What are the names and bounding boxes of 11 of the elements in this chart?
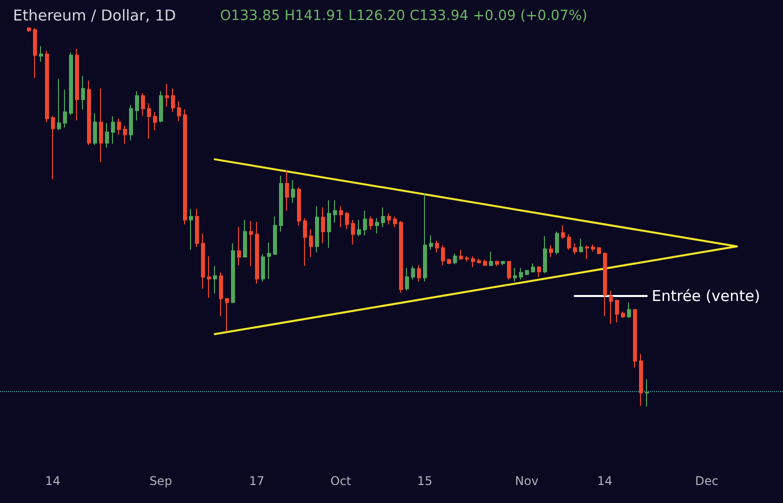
x-tick-label: Nov <box>515 474 538 488</box>
chart-title: Ethereum / Dollar, 1D <box>13 6 176 24</box>
x-tick-label: Sep <box>149 474 172 488</box>
series-label: Entrée (vente) <box>652 286 760 305</box>
x-tick-label: 14 <box>45 474 60 488</box>
x-tick-label: 15 <box>417 474 432 488</box>
x-tick-label: 14 <box>597 474 612 488</box>
x-tick-label: Dec <box>695 474 718 488</box>
x-tick-label: Oct <box>330 474 352 488</box>
chart-subtitle: O133.85 H141.91 L126.20 C133.94 +0.09 (+0.07%) <box>220 8 588 24</box>
x-tick-label: 17 <box>249 474 264 488</box>
